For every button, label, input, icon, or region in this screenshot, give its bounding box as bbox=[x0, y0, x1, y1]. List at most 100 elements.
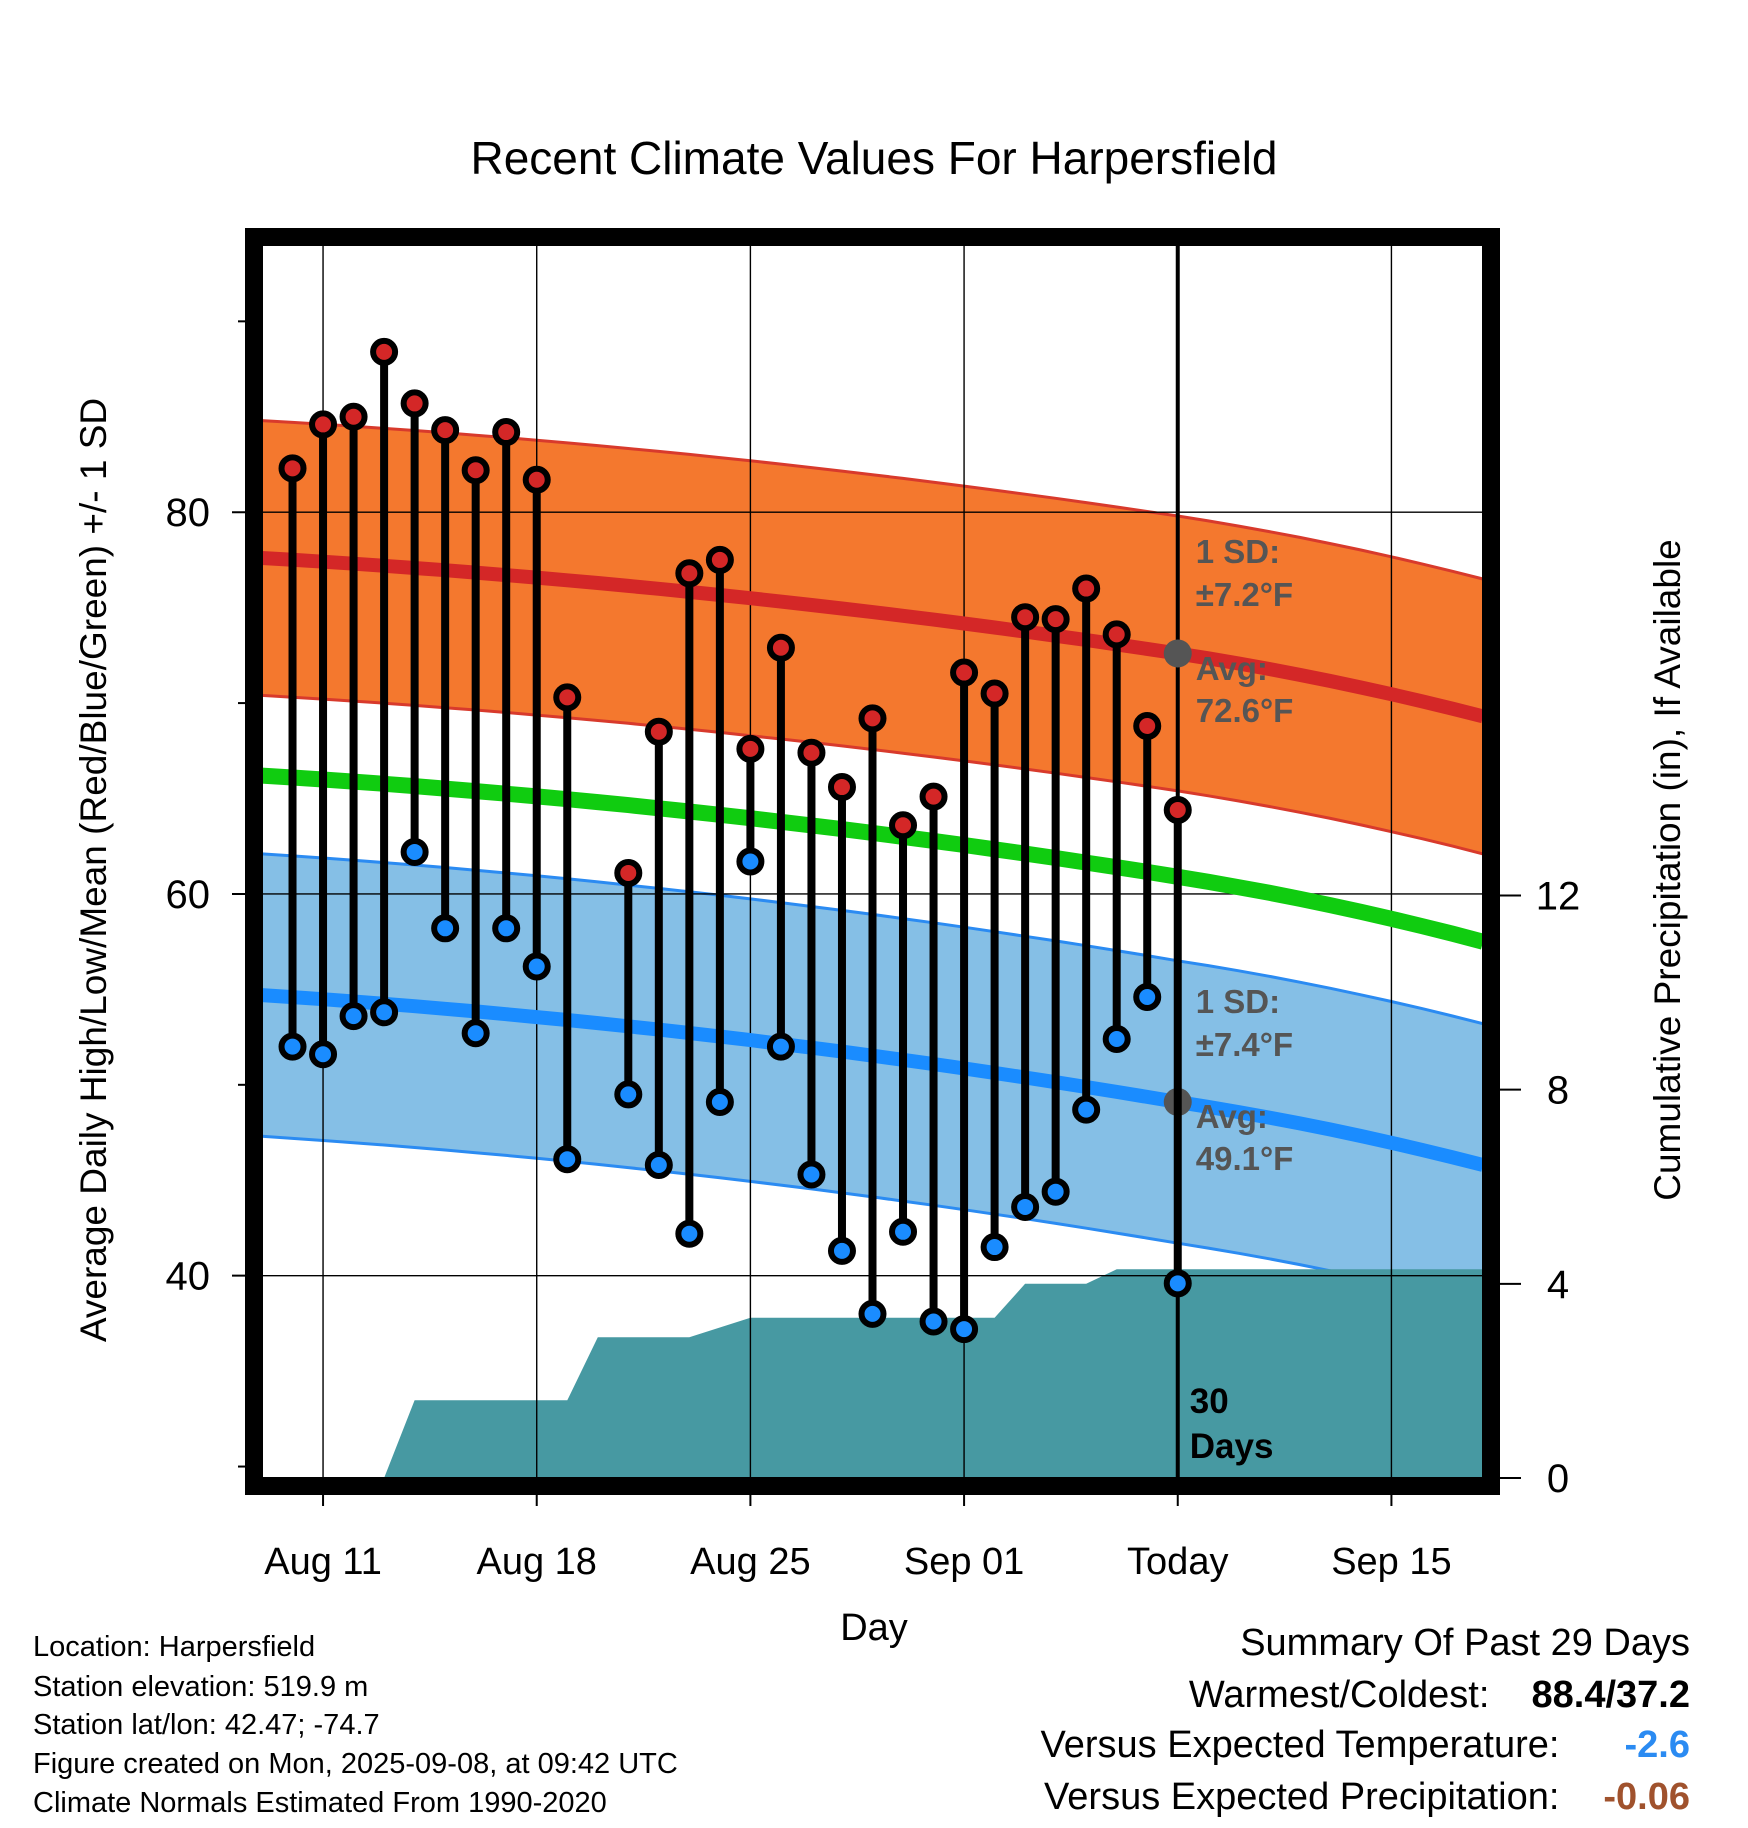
daily-low-point bbox=[1102, 1025, 1131, 1054]
y-tick-label-right: 4 bbox=[1547, 1263, 1569, 1307]
summary-temp-value: -2.6 bbox=[1624, 1724, 1690, 1766]
daily-low-point bbox=[644, 1150, 673, 1179]
daily-low-point bbox=[980, 1233, 1009, 1262]
daily-high-point bbox=[980, 679, 1009, 708]
daily-low-point bbox=[614, 1080, 643, 1109]
daily-low-point bbox=[431, 914, 460, 943]
daily-high-point bbox=[431, 416, 460, 445]
low-avg-label: Avg: bbox=[1196, 1098, 1268, 1135]
x-axis-label: Day bbox=[840, 1607, 908, 1649]
daily-high-point bbox=[370, 337, 399, 366]
x-tick-label: Aug 25 bbox=[690, 1541, 810, 1583]
daily-low-point bbox=[400, 837, 429, 866]
daily-low-point bbox=[522, 952, 551, 981]
summary-warm-cold-value: 88.4/37.2 bbox=[1531, 1674, 1690, 1716]
days-word-label: Days bbox=[1190, 1427, 1274, 1466]
footer-created: Figure created on Mon, 2025-09-08, at 09… bbox=[33, 1748, 678, 1780]
y-tick-label-right: 8 bbox=[1547, 1069, 1569, 1113]
daily-low-point bbox=[858, 1299, 887, 1328]
daily-high-point bbox=[492, 418, 521, 447]
daily-high-point bbox=[1041, 605, 1070, 634]
daily-high-point bbox=[675, 559, 704, 588]
daily-high-point bbox=[309, 410, 338, 439]
daily-low-point bbox=[370, 998, 399, 1027]
x-tick-label: Today bbox=[1127, 1541, 1228, 1583]
x-tick-label: Aug 11 bbox=[264, 1541, 382, 1583]
daily-high-point bbox=[339, 402, 368, 431]
daily-low-point bbox=[553, 1145, 582, 1174]
daily-high-point bbox=[278, 454, 307, 483]
daily-high-point bbox=[705, 545, 734, 574]
daily-low-point bbox=[766, 1032, 795, 1061]
today-high-marker bbox=[1163, 639, 1192, 668]
daily-high-point bbox=[1011, 603, 1040, 632]
daily-low-point bbox=[919, 1307, 948, 1336]
y-tick-label-left: 60 bbox=[166, 873, 211, 917]
high-sd-value: ±7.2°F bbox=[1196, 576, 1293, 613]
x-tick-label: Sep 01 bbox=[904, 1541, 1024, 1583]
daily-low-point bbox=[950, 1315, 979, 1344]
daily-high-point bbox=[889, 811, 918, 840]
normal-high-band-upper-edge bbox=[261, 419, 1484, 581]
y-axis-label-right: Cumulative Precipitation (in), If Availa… bbox=[1647, 539, 1688, 1201]
daily-high-point bbox=[766, 633, 795, 662]
daily-low-point bbox=[1041, 1177, 1070, 1206]
daily-low-point bbox=[675, 1219, 704, 1248]
y-tick-label-right: 0 bbox=[1547, 1457, 1569, 1501]
daily-high-point bbox=[1102, 620, 1131, 649]
y-tick-label-right: 12 bbox=[1536, 874, 1581, 918]
daily-high-point bbox=[461, 456, 490, 485]
daily-high-point bbox=[950, 658, 979, 687]
daily-high-point bbox=[736, 734, 765, 763]
summary-precip: Versus Expected Precipitation: -0.06 bbox=[1044, 1776, 1690, 1819]
y-axis-label-left: Average Daily High/Low/Mean (Red/Blue/Gr… bbox=[73, 398, 114, 1342]
summary-warm-cold: Warmest/Coldest: 88.4/37.2 bbox=[1189, 1674, 1690, 1717]
summary-temp: Versus Expected Temperature: -2.6 bbox=[1041, 1724, 1690, 1767]
plot-area: 1 SD: ±7.2°F Avg: 72.6°F 1 SD: ±7.4°F Avg: 49.1… bbox=[166, 228, 1581, 1583]
footer-elevation: Station elevation: 519.9 m bbox=[33, 1671, 369, 1703]
daily-high-point bbox=[1163, 795, 1192, 824]
daily-low-point bbox=[797, 1160, 826, 1189]
precipitation-area bbox=[384, 1269, 1484, 1478]
high-avg-label: Avg: bbox=[1196, 650, 1268, 687]
daily-low-point bbox=[889, 1217, 918, 1246]
daily-low-point bbox=[339, 1002, 368, 1031]
daily-low-point bbox=[309, 1040, 338, 1069]
daily-high-point bbox=[858, 704, 887, 733]
y-tick-label-left: 80 bbox=[166, 491, 211, 535]
summary-precip-value: -0.06 bbox=[1603, 1776, 1690, 1818]
x-tick-label: Aug 18 bbox=[476, 1541, 596, 1583]
daily-low-point bbox=[705, 1087, 734, 1116]
summary-warm-cold-label: Warmest/Coldest: bbox=[1188, 1674, 1490, 1716]
daily-high-point bbox=[400, 389, 429, 418]
daily-high-point bbox=[797, 738, 826, 767]
daily-low-point bbox=[1163, 1269, 1192, 1298]
daily-high-point bbox=[1072, 574, 1101, 603]
daily-low-point bbox=[736, 847, 765, 876]
daily-high-point bbox=[522, 465, 551, 494]
daily-high-point bbox=[919, 782, 948, 811]
normal-high-line bbox=[261, 551, 1485, 724]
plot-frame bbox=[245, 228, 1500, 1495]
days-count-label: 30 bbox=[1190, 1382, 1229, 1421]
y-tick-label-left: 40 bbox=[166, 1255, 211, 1299]
daily-high-point bbox=[614, 858, 643, 887]
daily-low-point bbox=[1133, 983, 1162, 1012]
high-sd-label: 1 SD: bbox=[1196, 533, 1280, 570]
high-avg-value: 72.6°F bbox=[1196, 692, 1294, 729]
low-sd-value: ±7.4°F bbox=[1196, 1026, 1293, 1063]
daily-high-point bbox=[644, 717, 673, 746]
footer-location: Location: Harpersfield bbox=[33, 1631, 316, 1663]
daily-high-point bbox=[1133, 711, 1162, 740]
daily-low-point bbox=[1072, 1095, 1101, 1124]
footer-normals: Climate Normals Estimated From 1990-2020 bbox=[33, 1787, 607, 1819]
daily-low-point bbox=[278, 1032, 307, 1061]
summary-temp-label: Versus Expected Temperature: bbox=[1040, 1724, 1560, 1766]
daily-low-point bbox=[492, 914, 521, 943]
x-tick-label: Sep 15 bbox=[1331, 1541, 1451, 1583]
low-sd-label: 1 SD: bbox=[1196, 983, 1280, 1020]
footer-latlon: Station lat/lon: 42.47; -74.7 bbox=[33, 1709, 380, 1741]
chart-title: Recent Climate Values For Harpersfield bbox=[470, 132, 1277, 184]
daily-high-point bbox=[827, 773, 856, 802]
